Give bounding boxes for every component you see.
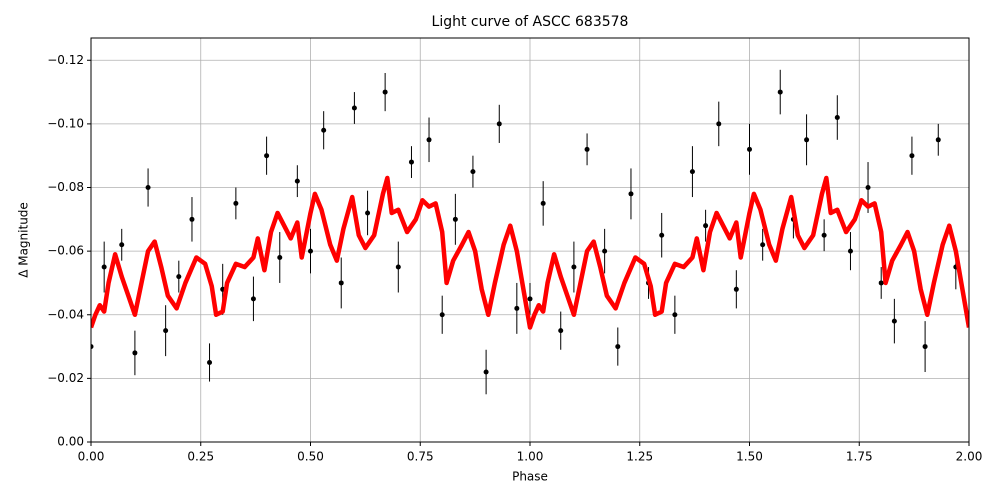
data-point bbox=[922, 344, 928, 350]
x-tick-label: 2.00 bbox=[956, 450, 983, 464]
data-point bbox=[382, 89, 388, 95]
data-point bbox=[250, 296, 256, 302]
x-tick-label: 1.25 bbox=[626, 450, 653, 464]
data-point bbox=[747, 146, 752, 152]
x-tick-label: 0.75 bbox=[407, 450, 434, 464]
data-point bbox=[891, 318, 897, 324]
data-point bbox=[207, 359, 213, 365]
data-point bbox=[847, 248, 853, 254]
data-point bbox=[395, 264, 401, 270]
data-point bbox=[628, 191, 634, 197]
data-point bbox=[338, 280, 344, 286]
chart-title: Light curve of ASCC 683578 bbox=[432, 14, 629, 30]
plot-frame bbox=[90, 37, 970, 443]
data-point bbox=[470, 169, 476, 175]
data-point bbox=[935, 137, 941, 143]
data-point bbox=[277, 254, 283, 260]
model-curve bbox=[91, 175, 969, 330]
data-point bbox=[672, 312, 678, 318]
data-point bbox=[571, 264, 577, 270]
data-point bbox=[91, 344, 94, 350]
x-tick-label: 0.50 bbox=[297, 450, 324, 464]
x-tick-label: 1.00 bbox=[517, 450, 544, 464]
data-point bbox=[540, 200, 546, 206]
data-point bbox=[909, 153, 915, 159]
data-point bbox=[821, 232, 827, 238]
data-point bbox=[527, 296, 533, 302]
x-tick-label: 1.50 bbox=[736, 450, 763, 464]
data-point bbox=[804, 137, 810, 143]
data-point bbox=[439, 312, 445, 318]
data-point bbox=[558, 328, 564, 334]
data-point bbox=[308, 248, 313, 254]
data-point bbox=[659, 232, 665, 238]
data-point bbox=[101, 264, 107, 270]
data-point bbox=[496, 121, 502, 127]
data-point bbox=[426, 137, 432, 143]
y-tick-label: −0.02 bbox=[47, 371, 84, 385]
data-point bbox=[834, 115, 840, 121]
data-point bbox=[163, 328, 169, 334]
plot-area bbox=[91, 69, 969, 395]
y-tick-label: −0.08 bbox=[47, 180, 84, 194]
data-point bbox=[689, 169, 695, 175]
data-point bbox=[321, 127, 327, 133]
y-tick-label: −0.04 bbox=[47, 307, 84, 321]
y-tick-label: −0.12 bbox=[47, 53, 84, 67]
data-point bbox=[733, 286, 739, 292]
data-point bbox=[602, 248, 608, 254]
y-tick-label: −0.10 bbox=[47, 116, 84, 130]
data-point bbox=[865, 185, 871, 191]
data-point bbox=[878, 280, 884, 286]
y-tick-label: −0.06 bbox=[47, 244, 84, 258]
data-point bbox=[514, 305, 520, 311]
data-point bbox=[294, 178, 300, 184]
data-point bbox=[703, 223, 709, 229]
x-tick-label: 0.25 bbox=[187, 450, 214, 464]
data-point bbox=[760, 242, 766, 248]
data-point bbox=[365, 210, 371, 216]
y-tick-label: 0.00 bbox=[57, 435, 84, 449]
x-tick-label: 0.00 bbox=[78, 450, 105, 464]
data-point bbox=[615, 344, 621, 350]
data-point bbox=[716, 121, 722, 127]
data-point bbox=[584, 146, 590, 152]
data-point bbox=[483, 369, 489, 375]
data-point bbox=[132, 350, 138, 356]
data-point bbox=[777, 89, 783, 95]
data-point bbox=[119, 242, 125, 248]
data-point bbox=[264, 153, 270, 159]
x-axis-label: Phase bbox=[512, 470, 548, 484]
data-point bbox=[408, 159, 414, 165]
x-tick-label: 1.75 bbox=[846, 450, 873, 464]
y-axis-label: Δ Magnitude bbox=[17, 202, 31, 278]
data-point bbox=[351, 105, 357, 111]
data-point bbox=[233, 200, 239, 206]
data-point bbox=[176, 274, 182, 280]
data-point bbox=[145, 185, 151, 191]
data-point bbox=[452, 216, 458, 222]
data-point bbox=[189, 216, 195, 222]
